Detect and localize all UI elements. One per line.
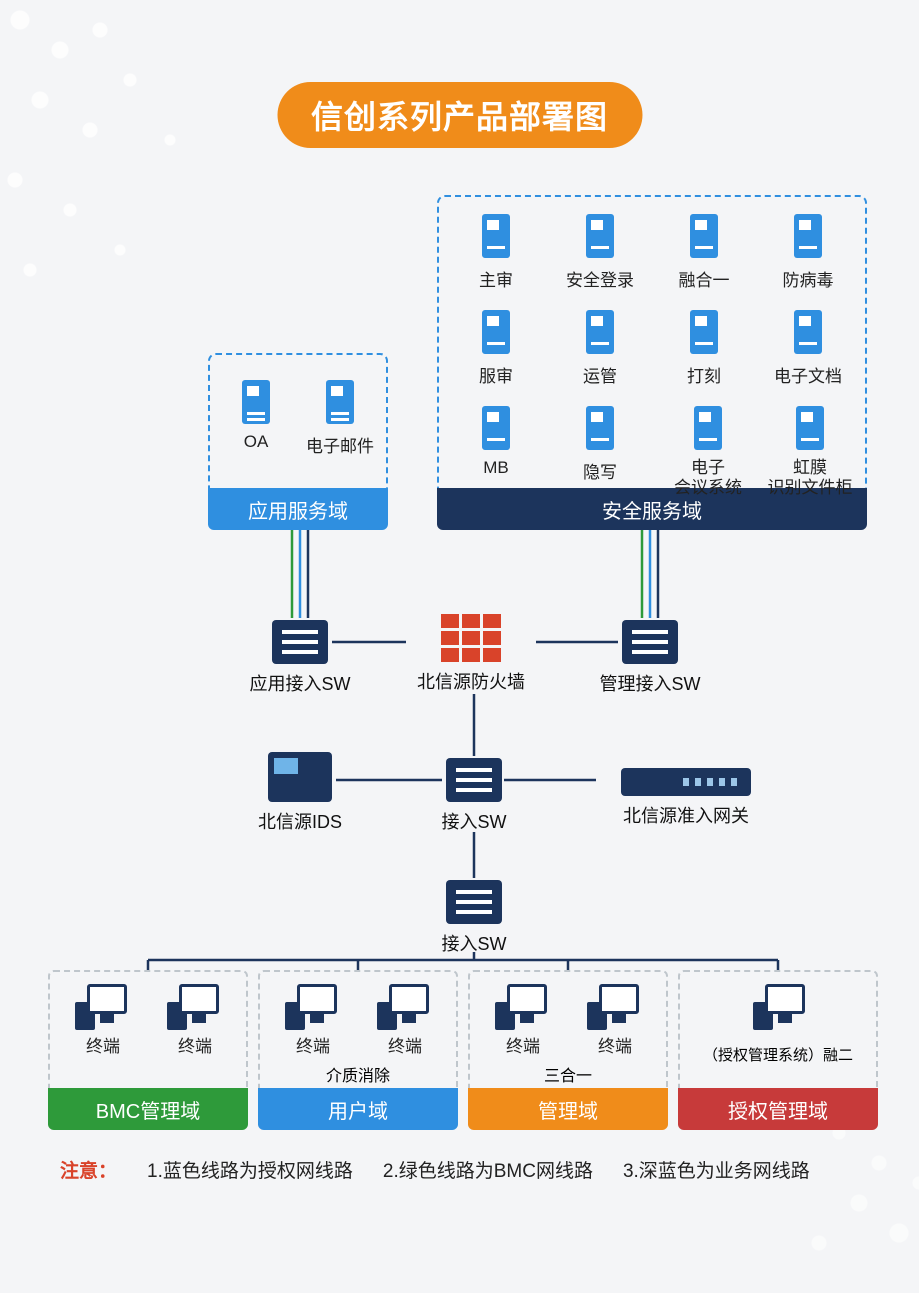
node-ids: 北信源IDS	[230, 752, 370, 834]
mgmt-sub: 三合一	[468, 1062, 668, 1086]
srv-sec-9: 隐写	[556, 404, 644, 483]
srv-email: 电子邮件	[296, 378, 384, 457]
term-user-2: 终端	[360, 984, 450, 1057]
auth-sub: （授权管理系统）融二	[678, 1044, 878, 1065]
user-sub: 介质消除	[258, 1062, 458, 1086]
srv-sec-11: 虹膜 识别文件柜	[760, 404, 860, 497]
legend-1: 1.蓝色线路为授权网线路	[147, 1156, 353, 1183]
term-user-1: 终端	[268, 984, 358, 1057]
srv-sec-8: MB	[452, 404, 540, 478]
srv-sec-3: 防病毒	[764, 212, 852, 291]
srv-sec-5: 运管	[556, 308, 644, 387]
srv-oa: OA	[212, 378, 300, 452]
term-bmc-1: 终端	[58, 984, 148, 1057]
zone-auth-header: 授权管理域	[678, 1088, 878, 1130]
node-firewall: 北信源防火墙	[406, 614, 536, 694]
srv-sec-2: 融合一	[660, 212, 748, 291]
legend-3: 3.深蓝色为业务网线路	[623, 1156, 810, 1183]
srv-sec-10: 电子 会议系统	[660, 404, 756, 497]
srv-sec-0: 主审	[452, 212, 540, 291]
legend: 注意： 1.蓝色线路为授权网线路 2.绿色线路为BMC网线路 3.深蓝色为业务网…	[60, 1156, 879, 1183]
node-gateway: 北信源准入网关	[596, 768, 776, 828]
term-bmc-2: 终端	[150, 984, 240, 1057]
node-access-sw: 接入SW	[414, 758, 534, 834]
legend-warn: 注意：	[60, 1156, 117, 1183]
zone-mgmt-header: 管理域	[468, 1088, 668, 1130]
page-title: 信创系列产品部署图	[277, 82, 642, 148]
zone-bmc-header: BMC管理域	[48, 1088, 248, 1130]
zone-user-header: 用户域	[258, 1088, 458, 1130]
term-auth-1: .	[736, 984, 826, 1052]
term-mgmt-2: 终端	[570, 984, 660, 1057]
srv-sec-4: 服审	[452, 308, 540, 387]
legend-2: 2.绿色线路为BMC网线路	[383, 1156, 593, 1183]
node-app-sw: 应用接入SW	[240, 620, 360, 696]
node-access-sw2: 接入SW	[414, 880, 534, 956]
srv-sec-6: 打刻	[660, 308, 748, 387]
srv-sec-7: 电子文档	[764, 308, 852, 387]
zone-app-header: 应用服务域	[208, 488, 388, 530]
term-mgmt-1: 终端	[478, 984, 568, 1057]
srv-sec-1: 安全登录	[556, 212, 644, 291]
node-mgmt-sw: 管理接入SW	[590, 620, 710, 696]
